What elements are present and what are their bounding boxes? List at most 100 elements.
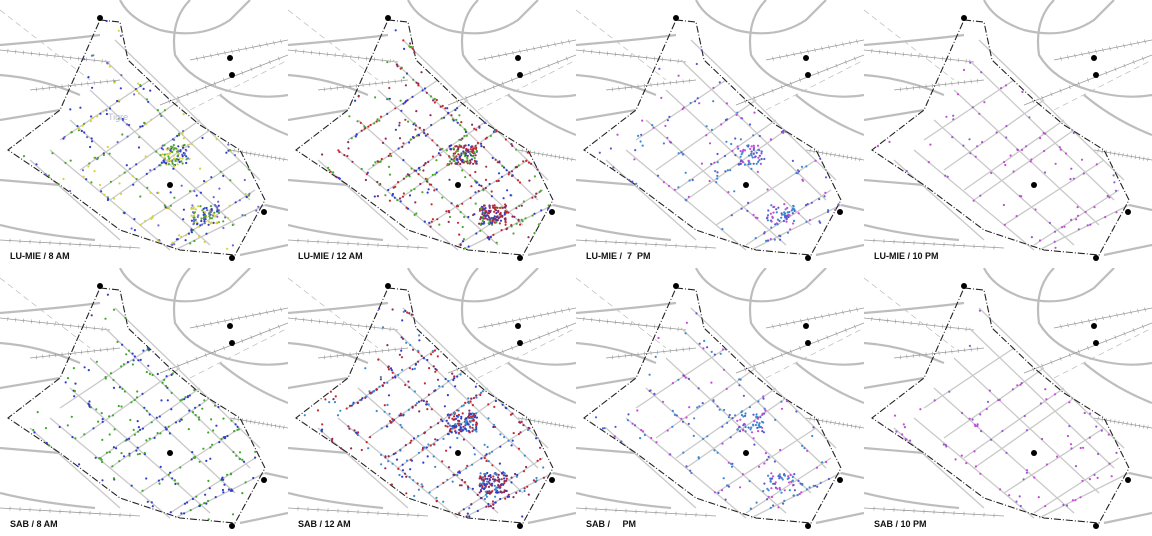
activity-point [111,414,115,417]
activity-point [453,375,456,378]
activity-point [186,396,189,399]
activity-point [120,365,123,368]
railway-tick [491,323,493,328]
activity-point [499,433,502,436]
dashed-line [765,59,864,111]
activity-point [717,491,720,495]
activity-point [671,409,674,412]
highway [576,301,677,315]
activity-point [413,367,416,370]
activity-point [703,339,706,342]
activity-point [1114,189,1118,192]
activity-point [826,210,830,213]
activity-point [190,219,193,222]
activity-point [81,124,84,127]
activity-point [118,99,121,102]
street [1038,472,1130,519]
activity-point [1064,152,1068,155]
activity-point [439,105,442,108]
activity-point [82,175,85,178]
street [29,159,121,241]
activity-point [195,495,198,498]
landmark-dot [805,255,811,261]
activity-point [214,404,217,407]
activity-point [204,218,207,221]
activity-point [422,169,425,172]
activity-point [386,61,389,64]
activity-point [225,151,228,154]
activity-point [115,447,118,450]
activity-point [160,399,163,402]
activity-point [710,350,713,353]
activity-point [752,437,755,440]
activity-point [535,437,538,440]
activity-point [484,475,487,478]
railway-tick [456,99,459,104]
activity-point [365,173,368,176]
activity-point [404,118,407,121]
landmark-dot [1031,182,1037,188]
activity-point [415,110,418,113]
activity-point [738,384,741,387]
activity-point [455,158,458,161]
activity-point [771,477,774,480]
activity-point [398,414,401,417]
activity-point [475,428,478,431]
activity-point [1107,433,1110,436]
railway-tick [1123,63,1126,68]
activity-point [133,229,136,232]
map-panel: LU-MIE / 12 AM [288,0,576,268]
activity-point [1097,452,1100,456]
activity-point [22,155,26,158]
railway-tick [1077,81,1080,86]
activity-point [316,409,320,412]
activity-point [168,432,171,435]
activity-point [206,209,209,212]
activity-point [425,400,428,403]
activity-point [735,113,738,116]
activity-point [489,134,492,137]
activity-point [962,68,966,72]
activity-point [973,450,976,453]
landmark-dot [167,182,173,188]
activity-point [749,147,752,150]
activity-point [805,488,809,491]
activity-point [382,326,385,329]
railway-tick [241,338,244,343]
activity-point [481,390,484,393]
activity-point [469,148,472,151]
railway-tick [196,56,198,61]
activity-point [181,132,184,135]
activity-point [518,181,522,184]
activity-point [736,419,739,422]
activity-point [488,478,491,481]
landmark-dot [1093,255,1099,261]
activity-point [685,199,688,202]
activity-point [523,487,526,490]
activity-point [506,495,509,498]
activity-point [242,460,246,463]
activity-point [792,222,795,225]
activity-point [87,76,90,79]
activity-point [236,425,239,428]
activity-point [484,217,487,220]
map-canvas [288,0,576,261]
activity-point [489,505,492,508]
activity-point [409,343,412,347]
highway [407,268,539,303]
activity-point [149,169,152,172]
activity-point [415,81,418,84]
activity-point [101,460,104,463]
activity-point [983,101,986,104]
dashed-line [0,9,91,81]
activity-point [750,431,754,434]
highway [1036,0,1152,98]
activity-point [402,414,405,417]
railway-tick [456,367,459,372]
activity-point [684,171,687,174]
activity-point [387,455,390,458]
activity-point [192,216,195,219]
activity-point [399,449,402,452]
activity-point [725,484,729,487]
